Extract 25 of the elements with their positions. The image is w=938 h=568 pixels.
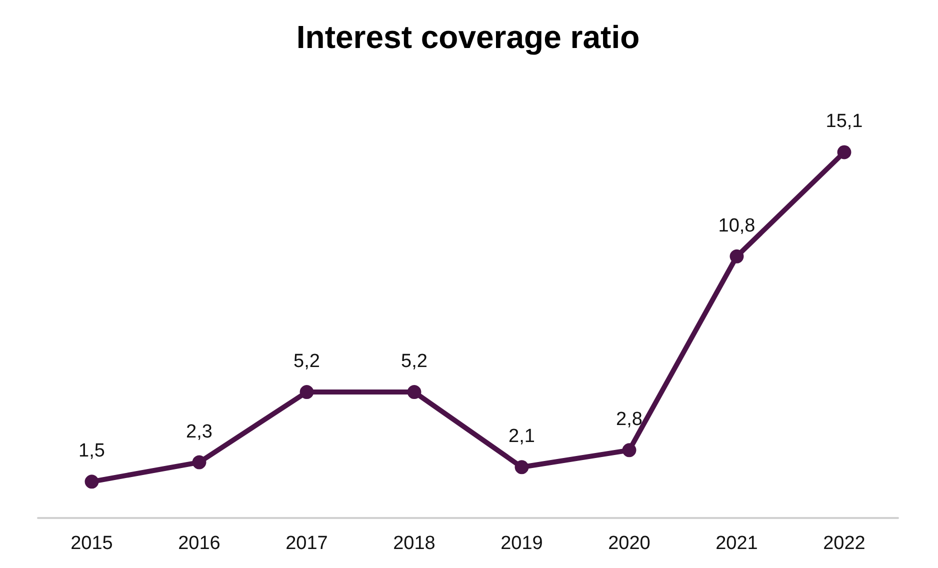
x-tick-label: 2017 bbox=[286, 533, 328, 554]
point bbox=[837, 145, 852, 160]
point bbox=[407, 385, 422, 400]
x-tick-label: 2018 bbox=[393, 533, 436, 554]
data-label: 1,5 bbox=[78, 440, 105, 462]
chart-title: Interest coverage ratio bbox=[296, 19, 640, 55]
data-label: 2,3 bbox=[186, 421, 212, 442]
data-label: 2,8 bbox=[616, 409, 642, 430]
point bbox=[514, 460, 529, 474]
data-label: 5,2 bbox=[294, 351, 320, 372]
point bbox=[730, 249, 744, 264]
x-tick-label: 2022 bbox=[823, 533, 866, 554]
data-label: 10,8 bbox=[718, 215, 756, 236]
point bbox=[192, 455, 206, 470]
x-tick-label: 2020 bbox=[608, 533, 650, 554]
x-tick-label: 2021 bbox=[716, 533, 758, 554]
point bbox=[84, 474, 99, 489]
x-tick-label: 2019 bbox=[500, 533, 543, 554]
data-label: 2,1 bbox=[508, 426, 535, 448]
point bbox=[622, 443, 636, 458]
x-tick-label: 2016 bbox=[178, 533, 220, 554]
point bbox=[300, 385, 314, 400]
data-label: 5,2 bbox=[401, 351, 428, 372]
x-tick-label: 2015 bbox=[70, 533, 113, 554]
data-label: 15,1 bbox=[826, 111, 863, 132]
